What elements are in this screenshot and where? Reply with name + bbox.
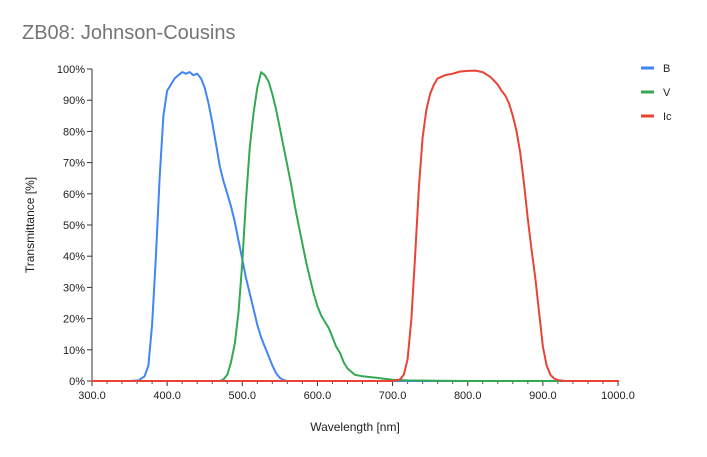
x-tick-label: 700.0 xyxy=(379,390,407,402)
legend: BV Ic xyxy=(641,63,672,123)
y-tick-label: 50% xyxy=(63,220,85,232)
x-axis-label: Wavelength [nm] xyxy=(310,420,400,434)
x-tick-label: 1000.0 xyxy=(601,390,635,402)
x-tick-label: 500.0 xyxy=(229,390,257,402)
legend-label-v: V xyxy=(663,87,671,99)
x-tick-label: 800.0 xyxy=(454,390,482,402)
axes: 0% 10% 20% 30% 40% 50% 60% 70% 80% 90% 100% 300.0 40… xyxy=(57,64,635,402)
y-tick-label: 30% xyxy=(63,282,85,294)
chart-title: ZB08: Johnson-Cousins xyxy=(22,22,236,44)
y-tick-label: 60% xyxy=(63,189,85,201)
y-tick-label: 70% xyxy=(63,158,85,170)
y-tick-label: 20% xyxy=(63,314,85,326)
y-tick-label: 10% xyxy=(63,345,85,357)
x-tick-label: 400.0 xyxy=(153,390,181,402)
x-tick-label: 600.0 xyxy=(304,390,332,402)
y-tick-label: 0% xyxy=(69,376,85,388)
x-tick-label: 300.0 xyxy=(78,390,106,402)
series-line-v xyxy=(91,71,619,382)
series-line-ic xyxy=(91,69,619,382)
y-tick-label: 90% xyxy=(63,95,85,107)
legend-label-b: B xyxy=(663,63,670,75)
y-tick-label: 40% xyxy=(63,251,85,263)
y-axis-label: Transmittance [%] xyxy=(23,177,37,273)
series-line-b xyxy=(91,71,619,382)
x-tick-label: 900.0 xyxy=(529,390,557,402)
series-layer xyxy=(91,69,619,382)
y-tick-label: 100% xyxy=(57,64,85,76)
y-tick-label: 80% xyxy=(63,126,85,138)
legend-label-ic: Ic xyxy=(663,111,672,123)
